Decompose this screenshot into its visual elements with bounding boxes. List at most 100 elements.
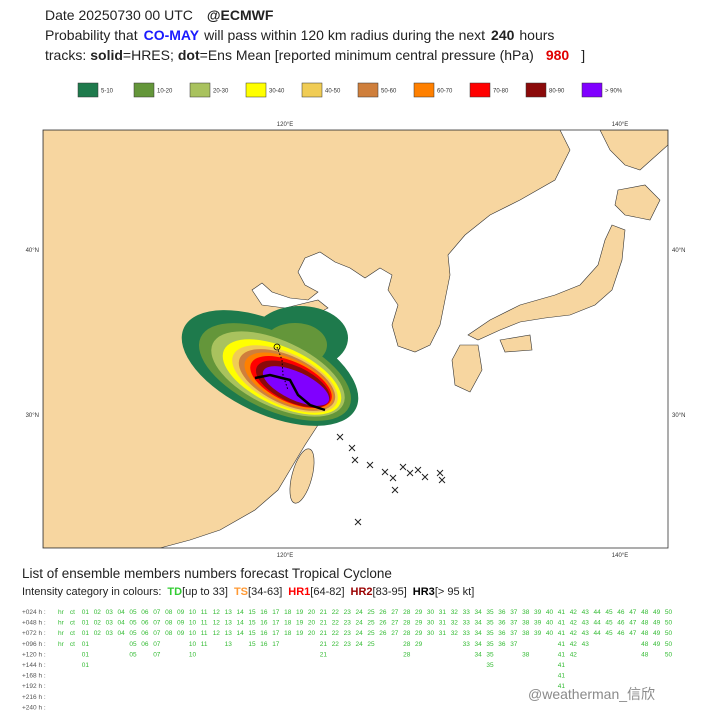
member-number: 01 [82,620,90,627]
source: @ECMWF [207,7,274,23]
member-number: 28 [403,609,411,616]
member-number: 41 [558,673,566,680]
member-number: 46 [617,630,625,637]
member-number: 20 [308,620,316,627]
member-number: 11 [201,609,208,616]
member-number: 24 [356,609,364,616]
row-label: +192 h : [22,683,46,690]
member-number: 32 [451,630,459,637]
member-number: 35 [486,641,494,648]
member-number: 21 [320,651,328,658]
member-number: 13 [225,641,233,648]
row-label: +120 h : [22,651,46,658]
row-label: +216 h : [22,694,46,701]
member-number: 41 [558,609,566,616]
member-number: ct [70,641,75,648]
honshu [467,224,626,341]
member-number: 46 [617,609,625,616]
member-number: 35 [486,651,494,658]
member-number: ct [70,620,75,627]
lat-label: 30°N [26,413,39,419]
member-number: 09 [177,630,185,637]
text: =HRES; [123,47,174,63]
member-number: 48 [641,609,649,616]
member-number: 13 [225,609,233,616]
member-number: 07 [153,609,161,616]
member-position [348,444,356,452]
member-number: 29 [415,609,423,616]
member-number: 23 [344,609,352,616]
member-number: 42 [570,630,578,637]
member-number: 25 [367,609,375,616]
member-number: 16 [260,630,268,637]
lon-label: 140°E [612,122,628,128]
member-number: 31 [439,620,447,627]
member-position [436,469,444,477]
member-number: 23 [344,620,352,627]
member-number: 38 [522,630,530,637]
member-number: 05 [129,641,137,648]
member-number: 49 [653,620,661,627]
member-number: ct [70,630,75,637]
member-number: 28 [403,620,411,627]
member-number: 18 [284,630,292,637]
member-number: 43 [582,609,590,616]
text: Probability that [45,27,138,43]
member-number: 41 [558,651,566,658]
member-number: 14 [237,609,245,616]
member-position [381,468,389,476]
member-number: 49 [653,630,661,637]
member-number: 07 [153,630,161,637]
member-number: 41 [558,630,566,637]
member-number: 33 [463,609,471,616]
member-number: 20 [308,630,316,637]
member-number: 39 [534,620,542,627]
member-number: 15 [248,630,256,637]
member-number: 39 [534,609,542,616]
member-number: 24 [356,620,364,627]
member-number: 33 [463,630,471,637]
member-number: 50 [665,620,673,627]
legend-swatch [581,82,603,98]
member-number: 01 [82,609,90,616]
member-number: 12 [213,620,221,627]
member-number: 06 [141,620,149,627]
member-number: 08 [165,620,173,627]
member-number: 04 [118,620,126,627]
member-number: 11 [201,641,208,648]
member-number: 03 [106,630,114,637]
members-title: List of ensemble members numbers forecas… [22,566,392,581]
member-number: 12 [213,609,221,616]
member-number: 26 [379,609,387,616]
member-number: 50 [665,641,673,648]
text: will pass within 120 km radius during th… [203,27,485,43]
member-number: 48 [641,641,649,648]
lon-label: 140°E [612,553,628,559]
legend-label: 50-60 [381,89,397,95]
member-number: 19 [296,609,304,616]
member-number: 36 [498,630,506,637]
member-number: 21 [320,609,328,616]
member-number: 48 [641,620,649,627]
member-number: 25 [367,630,375,637]
text: hours [519,27,554,43]
member-number: 22 [332,620,340,627]
legend-label: > 90% [605,89,623,95]
legend-swatch [469,82,491,98]
member-number: 34 [475,609,483,616]
hokkaido [614,184,661,221]
member-number: 33 [463,620,471,627]
row-label: +096 h : [22,641,46,648]
member-number: 15 [248,641,256,648]
member-number: 31 [439,609,447,616]
member-number: 15 [248,620,256,627]
legend-label: 70-80 [493,89,509,95]
member-number: 10 [189,609,197,616]
row-label: +240 h : [22,704,46,711]
member-number: 44 [594,609,602,616]
member-number: 41 [558,641,566,648]
member-table: +024 h : hr ct 01 02 03 04 05 06 07 08 09 10 11 12 13 14… [22,609,673,711]
member-position [438,476,446,484]
member-number: hr [58,641,65,648]
member-number: 42 [570,609,578,616]
